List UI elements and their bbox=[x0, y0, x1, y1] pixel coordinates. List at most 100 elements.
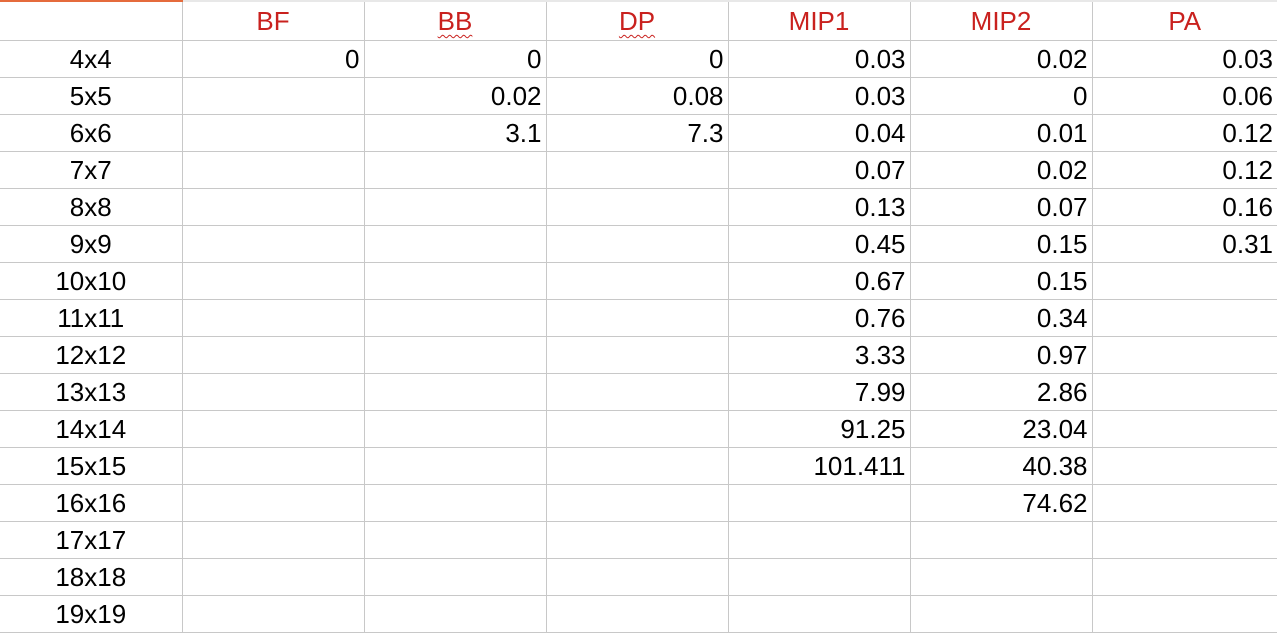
data-cell[interactable]: 0 bbox=[546, 40, 729, 78]
row-label-cell[interactable]: 17x17 bbox=[0, 521, 183, 559]
data-cell[interactable]: 0.02 bbox=[910, 40, 1093, 78]
data-cell[interactable]: 0.13 bbox=[728, 188, 911, 226]
data-cell[interactable]: 0.45 bbox=[728, 225, 911, 263]
data-cell[interactable] bbox=[364, 225, 547, 263]
data-cell[interactable] bbox=[182, 77, 365, 115]
data-cell[interactable] bbox=[182, 262, 365, 300]
data-cell[interactable] bbox=[182, 521, 365, 559]
data-cell[interactable]: 74.62 bbox=[910, 484, 1093, 522]
data-cell[interactable]: 3.33 bbox=[728, 336, 911, 374]
data-cell[interactable] bbox=[364, 336, 547, 374]
data-cell[interactable] bbox=[364, 373, 547, 411]
row-label-cell[interactable]: 13x13 bbox=[0, 373, 183, 411]
data-cell[interactable]: 0.02 bbox=[910, 151, 1093, 189]
row-label-cell[interactable]: 5x5 bbox=[0, 77, 183, 115]
data-cell[interactable] bbox=[364, 484, 547, 522]
data-cell[interactable] bbox=[364, 447, 547, 485]
data-cell[interactable] bbox=[728, 595, 911, 633]
data-cell[interactable] bbox=[364, 521, 547, 559]
data-cell[interactable]: 0.34 bbox=[910, 299, 1093, 337]
data-cell[interactable] bbox=[546, 151, 729, 189]
data-cell[interactable]: 7.99 bbox=[728, 373, 911, 411]
data-cell[interactable] bbox=[364, 188, 547, 226]
data-cell[interactable] bbox=[364, 151, 547, 189]
data-cell[interactable] bbox=[182, 484, 365, 522]
data-cell[interactable] bbox=[546, 262, 729, 300]
data-cell[interactable] bbox=[1092, 484, 1277, 522]
data-cell[interactable]: 0.97 bbox=[910, 336, 1093, 374]
data-cell[interactable] bbox=[182, 114, 365, 152]
data-cell[interactable] bbox=[364, 595, 547, 633]
data-cell[interactable] bbox=[1092, 373, 1277, 411]
data-cell[interactable]: 0.76 bbox=[728, 299, 911, 337]
data-cell[interactable] bbox=[546, 188, 729, 226]
row-label-cell[interactable]: 8x8 bbox=[0, 188, 183, 226]
data-cell[interactable] bbox=[182, 151, 365, 189]
row-label-cell[interactable]: 15x15 bbox=[0, 447, 183, 485]
data-cell[interactable] bbox=[182, 373, 365, 411]
data-cell[interactable]: 0 bbox=[364, 40, 547, 78]
data-cell[interactable] bbox=[1092, 521, 1277, 559]
column-header-bb[interactable]: BB bbox=[364, 0, 547, 41]
data-cell[interactable] bbox=[1092, 447, 1277, 485]
data-cell[interactable] bbox=[182, 188, 365, 226]
data-cell[interactable] bbox=[1092, 558, 1277, 596]
data-cell[interactable]: 0.07 bbox=[910, 188, 1093, 226]
data-cell[interactable] bbox=[1092, 262, 1277, 300]
data-cell[interactable] bbox=[1092, 410, 1277, 448]
data-cell[interactable]: 0.31 bbox=[1092, 225, 1277, 263]
data-cell[interactable] bbox=[728, 558, 911, 596]
data-cell[interactable] bbox=[546, 373, 729, 411]
data-cell[interactable] bbox=[728, 484, 911, 522]
row-label-cell[interactable]: 18x18 bbox=[0, 558, 183, 596]
data-cell[interactable]: 2.86 bbox=[910, 373, 1093, 411]
row-label-cell[interactable]: 4x4 bbox=[0, 40, 183, 78]
corner-cell[interactable] bbox=[0, 0, 183, 41]
data-cell[interactable]: 0.07 bbox=[728, 151, 911, 189]
data-cell[interactable] bbox=[364, 410, 547, 448]
data-cell[interactable] bbox=[546, 336, 729, 374]
data-cell[interactable] bbox=[546, 447, 729, 485]
data-cell[interactable]: 7.3 bbox=[546, 114, 729, 152]
data-cell[interactable] bbox=[910, 521, 1093, 559]
data-cell[interactable] bbox=[182, 558, 365, 596]
row-label-cell[interactable]: 7x7 bbox=[0, 151, 183, 189]
data-cell[interactable] bbox=[182, 410, 365, 448]
data-cell[interactable] bbox=[546, 225, 729, 263]
data-cell[interactable]: 0.16 bbox=[1092, 188, 1277, 226]
data-cell[interactable] bbox=[1092, 336, 1277, 374]
row-label-cell[interactable]: 14x14 bbox=[0, 410, 183, 448]
column-header-bf[interactable]: BF bbox=[182, 0, 365, 41]
data-cell[interactable]: 101.411 bbox=[728, 447, 911, 485]
data-cell[interactable]: 0.04 bbox=[728, 114, 911, 152]
row-label-cell[interactable]: 11x11 bbox=[0, 299, 183, 337]
data-cell[interactable]: 0.03 bbox=[1092, 40, 1277, 78]
data-cell[interactable] bbox=[1092, 595, 1277, 633]
data-cell[interactable] bbox=[910, 595, 1093, 633]
data-cell[interactable] bbox=[728, 521, 911, 559]
data-cell[interactable] bbox=[910, 558, 1093, 596]
data-cell[interactable] bbox=[546, 558, 729, 596]
data-cell[interactable]: 0.01 bbox=[910, 114, 1093, 152]
data-cell[interactable]: 3.1 bbox=[364, 114, 547, 152]
data-cell[interactable] bbox=[546, 299, 729, 337]
row-label-cell[interactable]: 9x9 bbox=[0, 225, 183, 263]
row-label-cell[interactable]: 19x19 bbox=[0, 595, 183, 633]
data-cell[interactable]: 0.15 bbox=[910, 262, 1093, 300]
data-cell[interactable] bbox=[182, 595, 365, 633]
data-cell[interactable]: 40.38 bbox=[910, 447, 1093, 485]
data-cell[interactable] bbox=[364, 262, 547, 300]
column-header-pa[interactable]: PA bbox=[1092, 0, 1277, 41]
data-cell[interactable]: 0.02 bbox=[364, 77, 547, 115]
column-header-mip1[interactable]: MIP1 bbox=[728, 0, 911, 41]
data-cell[interactable] bbox=[182, 225, 365, 263]
data-cell[interactable]: 0.03 bbox=[728, 40, 911, 78]
data-cell[interactable] bbox=[546, 521, 729, 559]
data-cell[interactable] bbox=[546, 484, 729, 522]
data-cell[interactable] bbox=[182, 299, 365, 337]
data-cell[interactable]: 0.12 bbox=[1092, 114, 1277, 152]
data-cell[interactable] bbox=[364, 299, 547, 337]
data-cell[interactable] bbox=[546, 595, 729, 633]
data-cell[interactable] bbox=[364, 558, 547, 596]
row-label-cell[interactable]: 12x12 bbox=[0, 336, 183, 374]
